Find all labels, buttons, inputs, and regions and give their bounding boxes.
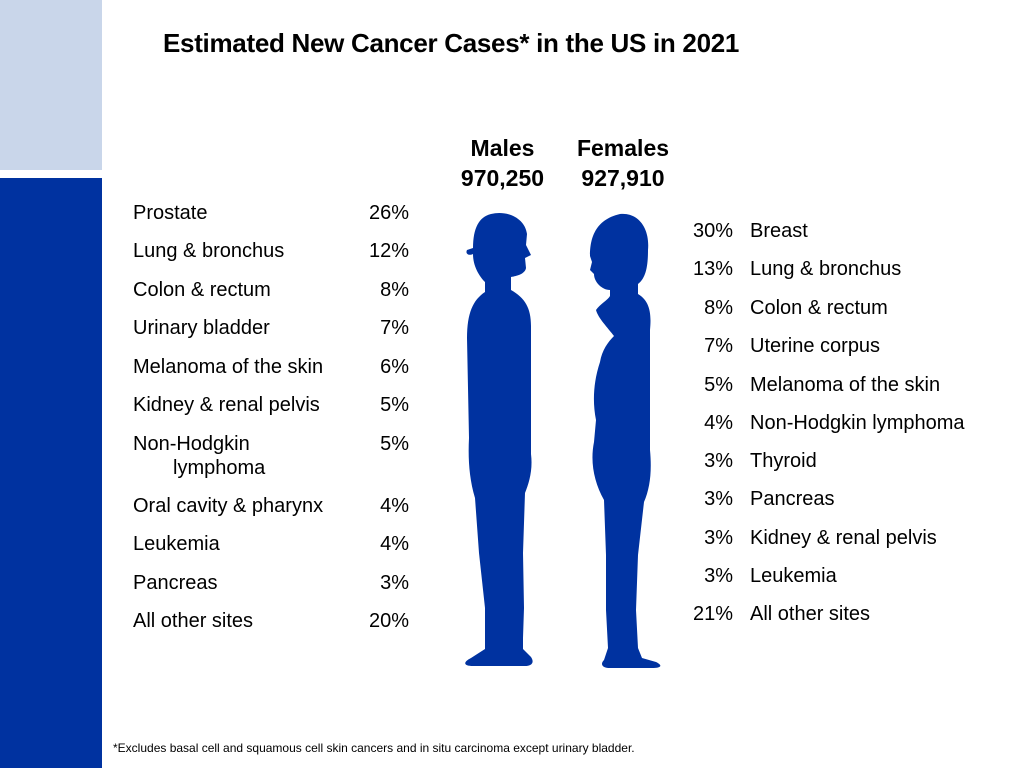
male-site-row: Oral cavity & pharynx 4% <box>133 494 409 524</box>
female-site-pct: 7% <box>704 335 733 357</box>
female-site-pct: 3% <box>704 527 733 549</box>
female-site-pct: 8% <box>704 297 733 319</box>
female-site-row: 4% Non-Hodgkin lymphoma <box>673 411 1003 441</box>
male-site-label: All other sites <box>133 610 254 632</box>
male-site-row: Lung & bronchus 12% <box>133 239 409 269</box>
female-site-label: Melanoma of the skin <box>750 374 941 396</box>
female-site-label: Thyroid <box>750 450 817 472</box>
female-site-row: 21% All other sites <box>673 602 1003 632</box>
females-header: Females 927,910 <box>568 133 678 193</box>
female-site-row: 3% Thyroid <box>673 449 1003 479</box>
female-site-label: Leukemia <box>750 565 837 587</box>
male-site-pct: 4% <box>380 495 409 517</box>
male-site-label: Melanoma of the skin <box>133 356 324 378</box>
male-site-pct: 8% <box>380 279 409 301</box>
male-site-label: Prostate <box>133 202 208 224</box>
female-site-label: Kidney & renal pelvis <box>750 527 937 549</box>
males-total: 970,250 <box>460 165 545 191</box>
male-site-label: Urinary bladder <box>133 317 270 339</box>
female-site-label: Pancreas <box>750 488 835 510</box>
male-site-label: Kidney & renal pelvis <box>133 394 320 416</box>
male-site-pct: 5% <box>380 433 409 455</box>
male-site-label-line1: Non-Hodgkin <box>133 433 250 455</box>
female-site-row: 3% Kidney & renal pelvis <box>673 526 1003 556</box>
female-site-pct: 30% <box>692 220 733 242</box>
females-total: 927,910 <box>581 165 665 191</box>
male-site-row: Pancreas 3% <box>133 571 409 601</box>
female-site-label: Breast <box>750 220 808 242</box>
male-site-label: Leukemia <box>133 533 220 555</box>
female-site-row: 5% Melanoma of the skin <box>673 373 1003 403</box>
chart-title: Estimated New Cancer Cases* in the US in… <box>163 28 740 58</box>
female-site-label: Uterine corpus <box>750 335 881 357</box>
female-site-pct: 3% <box>704 488 733 510</box>
males-header: Males 970,250 <box>455 133 550 193</box>
male-site-row: Colon & rectum 8% <box>133 278 409 308</box>
female-site-pct: 13% <box>692 258 733 280</box>
female-site-label: All other sites <box>750 603 871 625</box>
male-site-label: Pancreas <box>133 572 218 594</box>
male-site-label-line2: lymphoma <box>173 457 266 479</box>
female-site-pct: 3% <box>704 450 733 472</box>
females-label: Females <box>576 135 670 161</box>
male-site-label: Non-Hodgkin lymphoma <box>133 432 293 480</box>
female-site-pct: 5% <box>704 374 733 396</box>
male-site-label: Oral cavity & pharynx <box>133 495 324 517</box>
female-site-label: Non-Hodgkin lymphoma <box>750 412 965 434</box>
male-site-row: Leukemia 4% <box>133 532 409 562</box>
female-site-pct: 3% <box>704 565 733 587</box>
male-site-label: Lung & bronchus <box>133 240 285 262</box>
male-site-row: Prostate 26% <box>133 201 409 231</box>
male-site-pct: 3% <box>380 572 409 594</box>
sidebar-dark-block <box>0 178 102 768</box>
male-site-row: All other sites 20% <box>133 609 409 639</box>
female-site-row: 30% Breast <box>673 219 1003 249</box>
female-site-label: Colon & rectum <box>750 297 888 319</box>
sidebar-light-block <box>0 0 102 170</box>
male-silhouette-icon <box>465 212 533 667</box>
male-site-label: Colon & rectum <box>133 279 271 301</box>
female-site-pct: 21% <box>692 603 733 625</box>
male-site-row: Urinary bladder 7% <box>133 316 409 346</box>
female-site-row: 3% Pancreas <box>673 487 1003 517</box>
female-site-row: 3% Leukemia <box>673 564 1003 594</box>
male-site-row: Melanoma of the skin 6% <box>133 355 409 385</box>
male-site-pct: 12% <box>368 240 409 262</box>
male-site-pct: 26% <box>368 202 409 224</box>
female-site-pct: 4% <box>704 412 733 434</box>
female-silhouette-icon <box>590 213 661 668</box>
female-site-row: 7% Uterine corpus <box>673 334 1003 364</box>
male-site-pct: 20% <box>368 610 409 632</box>
female-site-row: 8% Colon & rectum <box>673 296 1003 326</box>
female-site-row: 13% Lung & bronchus <box>673 257 1003 287</box>
male-site-row: Non-Hodgkin lymphoma 5% <box>133 432 409 484</box>
male-site-row: Kidney & renal pelvis 5% <box>133 393 409 423</box>
female-site-label: Lung & bronchus <box>750 258 902 280</box>
male-site-pct: 5% <box>380 394 409 416</box>
male-site-pct: 7% <box>380 317 409 339</box>
male-site-pct: 4% <box>380 533 409 555</box>
footnote: *Excludes basal cell and squamous cell s… <box>113 741 635 755</box>
male-site-pct: 6% <box>380 356 409 378</box>
males-label: Males <box>470 135 535 161</box>
